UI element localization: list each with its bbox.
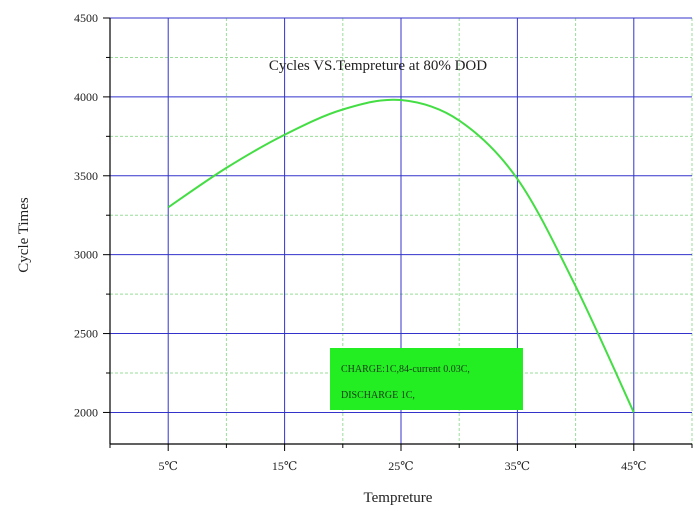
y-tick-label: 2000 <box>74 405 98 419</box>
y-tick-label: 4500 <box>74 11 98 25</box>
ticks: 5℃ 15℃ 25℃ 35℃ 45℃ 2000 2500 3000 3500 4000 4500 <box>74 11 693 473</box>
x-tick-label: 15℃ <box>272 459 297 473</box>
annotation-box: CHARGE:1C,84-current 0.03C, DISCHARGE 1C… <box>330 348 523 410</box>
y-tick-label: 2500 <box>74 327 98 341</box>
x-tick-label: 45℃ <box>621 459 646 473</box>
annotation-line-2: DISCHARGE 1C, <box>341 390 415 401</box>
chart-title: Cycles VS.Tempreture at 80% DOD <box>269 58 487 74</box>
y-axis-title: Cycle Times <box>16 197 32 273</box>
x-tick-label: 25℃ <box>388 459 413 473</box>
series-line <box>167 98 635 413</box>
y-tick-label: 3500 <box>74 169 98 183</box>
y-tick-label: 3000 <box>74 248 98 262</box>
series <box>167 98 635 413</box>
y-tick-label: 4000 <box>74 90 98 104</box>
x-tick-label: 35℃ <box>505 459 530 473</box>
annotation-line-1: CHARGE:1C,84-current 0.03C, <box>341 364 470 375</box>
x-axis-title: Tempreture <box>364 490 433 506</box>
annotation-background <box>330 348 523 410</box>
x-tick-label: 5℃ <box>158 459 177 473</box>
